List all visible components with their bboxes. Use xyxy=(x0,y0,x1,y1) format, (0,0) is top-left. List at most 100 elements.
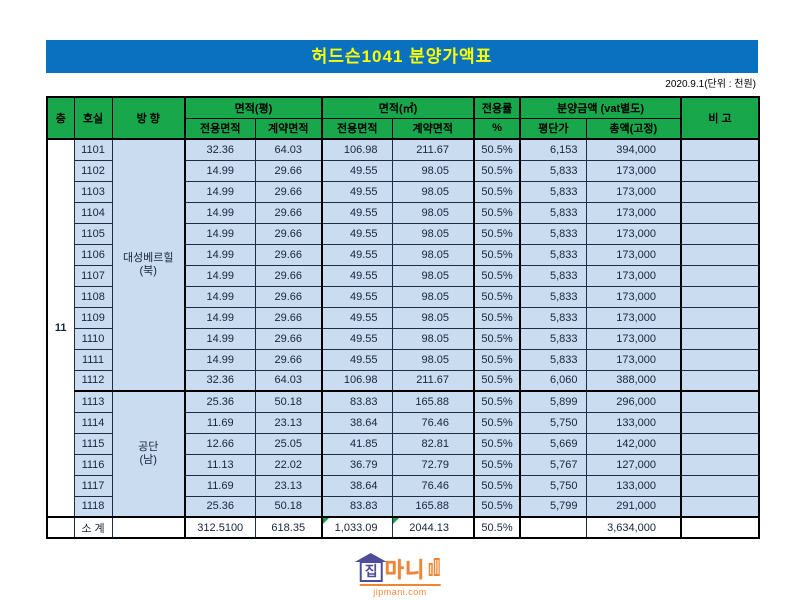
contract-area-py-cell: 29.66 xyxy=(254,327,323,350)
contract-area-m2-cell: 76.46 xyxy=(391,474,475,497)
subtotal-price-per-cell xyxy=(519,516,587,539)
price-per-pyeong-cell: 5,899 xyxy=(519,390,587,413)
exclusive-area-py-cell: 14.99 xyxy=(184,264,256,287)
contract-area-m2-cell: 211.67 xyxy=(391,138,475,161)
table-row: 1113 공단 (남) 25.36 50.18 83.83 165.88 50.5% 5,89… xyxy=(47,390,760,518)
logo-domain-text: jipmani.com xyxy=(373,587,427,597)
ratio-cell: 50.5% xyxy=(473,159,521,182)
note-cell xyxy=(680,327,760,350)
exclusive-area-py-cell: 14.99 xyxy=(184,180,256,203)
total-price-cell: 173,000 xyxy=(585,327,682,350)
note-cell xyxy=(680,285,760,308)
price-per-pyeong-cell: 5,767 xyxy=(519,453,587,476)
price-per-pyeong-cell: 5,833 xyxy=(519,180,587,203)
col-header-direction: 방 향 xyxy=(111,96,186,140)
room-cell: 1115 xyxy=(73,432,113,455)
note-cell xyxy=(680,474,760,497)
col-header-price-group: 분양금액 (vat별도) xyxy=(519,96,682,119)
ratio-cell: 50.5% xyxy=(473,495,521,518)
price-table: 층 호실 방 향 면적(평) 면적(㎡) 전용률 분양금액 (vat별도) 비 … xyxy=(46,96,761,539)
exclusive-area-py-cell: 14.99 xyxy=(184,243,256,266)
table-row: 1106 14.99 29.66 49.55 98.05 50.5% 5,833 173,00… xyxy=(47,243,760,266)
exclusive-area-py-cell: 14.99 xyxy=(184,222,256,245)
jipmani-logo-row: 집 마니 xyxy=(354,552,441,586)
spreadsheet: 허드슨1041 분양가액표 2020.9.1(단위 : 천원) 층 호실 방 향… xyxy=(46,40,761,539)
col-header-exclusive-m2: 전용면적 xyxy=(321,117,393,140)
contract-area-py-cell: 64.03 xyxy=(254,138,323,161)
total-price-cell: 296,000 xyxy=(585,390,682,413)
contract-area-py-cell: 29.66 xyxy=(254,243,323,266)
contract-area-m2-cell: 98.05 xyxy=(391,222,475,245)
price-per-pyeong-cell: 5,833 xyxy=(519,264,587,287)
contract-area-py-cell: 23.13 xyxy=(254,411,323,434)
ratio-cell: 50.5% xyxy=(473,327,521,350)
note-cell xyxy=(680,138,760,161)
subtotal-row: 소 계 312.5100 618.35 1,033.09 2044.13 50.5% 3,6… xyxy=(46,516,760,539)
total-price-cell: 394,000 xyxy=(585,138,682,161)
note-cell xyxy=(680,180,760,203)
contract-area-py-cell: 50.18 xyxy=(254,495,323,518)
subtotal-note-cell xyxy=(680,516,760,539)
price-per-pyeong-cell: 5,833 xyxy=(519,285,587,308)
ratio-cell: 50.5% xyxy=(473,411,521,434)
room-cell: 1109 xyxy=(73,306,113,329)
exclusive-area-m2-cell: 49.55 xyxy=(321,180,393,203)
note-cell xyxy=(680,390,760,413)
price-per-pyeong-cell: 5,833 xyxy=(519,201,587,224)
ratio-cell: 50.5% xyxy=(473,222,521,245)
contract-area-py-cell: 29.66 xyxy=(254,159,323,182)
room-cell: 1108 xyxy=(73,285,113,308)
subtotal-direction-cell xyxy=(111,516,186,539)
table-row: 1116 11.13 22.02 36.79 72.79 50.5% 5,767 127,00… xyxy=(47,453,760,476)
room-cell: 1118 xyxy=(73,495,113,518)
exclusive-area-py-cell: 14.99 xyxy=(184,327,256,350)
col-header-contract-m2: 계약면적 xyxy=(391,117,475,140)
logo-mani-text: 마니 xyxy=(384,559,426,582)
contract-area-py-cell: 29.66 xyxy=(254,201,323,224)
note-cell xyxy=(680,159,760,182)
room-cell: 1117 xyxy=(73,474,113,497)
exclusive-area-py-cell: 14.99 xyxy=(184,306,256,329)
contract-area-m2-cell: 98.05 xyxy=(391,327,475,350)
contract-area-py-cell: 29.66 xyxy=(254,306,323,329)
price-per-pyeong-cell: 5,750 xyxy=(519,411,587,434)
contract-area-m2-cell: 98.05 xyxy=(391,159,475,182)
contract-area-py-cell: 22.02 xyxy=(254,453,323,476)
ratio-cell: 50.5% xyxy=(473,264,521,287)
ratio-cell: 50.5% xyxy=(473,243,521,266)
ratio-cell: 50.5% xyxy=(473,369,521,392)
exclusive-area-m2-cell: 49.55 xyxy=(321,243,393,266)
note-cell xyxy=(680,411,760,434)
total-price-cell: 127,000 xyxy=(585,453,682,476)
table-row: 1112 32.36 64.03 106.98 211.67 50.5% 6,060 388,… xyxy=(47,369,760,392)
table-body: 11 1101 대성베르힐 (북) 32.36 64.03 106.98 211.67 50.… xyxy=(46,138,760,539)
exclusive-area-m2-cell: 36.79 xyxy=(321,453,393,476)
contract-area-m2-cell: 98.05 xyxy=(391,243,475,266)
total-price-cell: 133,000 xyxy=(585,474,682,497)
price-per-pyeong-cell: 5,833 xyxy=(519,222,587,245)
price-per-pyeong-cell: 5,669 xyxy=(519,432,587,455)
ratio-cell: 50.5% xyxy=(473,306,521,329)
exclusive-area-py-cell: 11.69 xyxy=(184,411,256,434)
subtotal-ratio-cell: 50.5% xyxy=(473,516,521,539)
note-cell xyxy=(680,453,760,476)
contract-area-m2-cell: 72.79 xyxy=(391,453,475,476)
note-cell xyxy=(680,201,760,224)
total-price-cell: 142,000 xyxy=(585,432,682,455)
exclusive-area-m2-cell: 49.55 xyxy=(321,201,393,224)
ratio-cell: 50.5% xyxy=(473,138,521,161)
col-header-ratio-unit: % xyxy=(473,117,521,140)
exclusive-area-py-cell: 14.99 xyxy=(184,285,256,308)
total-price-cell: 173,000 xyxy=(585,285,682,308)
exclusive-area-m2-cell: 38.64 xyxy=(321,474,393,497)
contract-area-py-cell: 29.66 xyxy=(254,264,323,287)
exclusive-area-m2-cell: 83.83 xyxy=(321,495,393,518)
table-row: 1117 11.69 23.13 38.64 76.46 50.5% 5,750 133,00… xyxy=(47,474,760,497)
contract-area-m2-cell: 98.05 xyxy=(391,264,475,287)
exclusive-area-m2-cell: 106.98 xyxy=(321,369,393,392)
price-per-pyeong-cell: 5,833 xyxy=(519,348,587,371)
building-icon xyxy=(427,557,440,582)
exclusive-area-py-cell: 32.36 xyxy=(184,369,256,392)
table-row: 1103 14.99 29.66 49.55 98.05 50.5% 5,833 173,00… xyxy=(47,180,760,203)
ratio-cell: 50.5% xyxy=(473,348,521,371)
